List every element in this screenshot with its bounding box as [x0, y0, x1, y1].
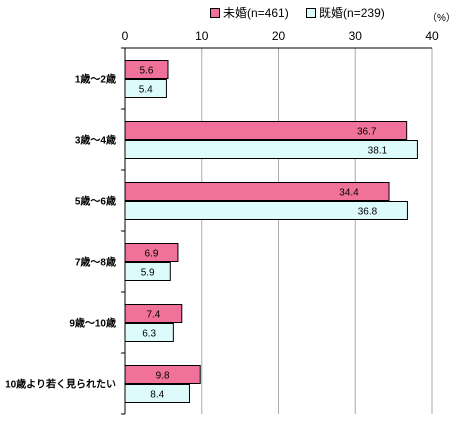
category-label: 5歳～6歳 [75, 195, 116, 208]
data-label: 7.4 [146, 310, 160, 321]
bar-married [124, 323, 174, 342]
bar-unmarried [124, 60, 169, 79]
x-tick-label: 30 [349, 29, 363, 43]
data-label: 6.3 [142, 329, 156, 340]
category-label: 3歳～4歳 [75, 134, 116, 147]
data-label: 6.9 [145, 249, 159, 260]
legend-item-married: 既婚(n=239) [306, 4, 385, 21]
bar-married [124, 262, 171, 281]
data-label: 9.8 [156, 371, 170, 382]
data-label: 38.1 [368, 146, 388, 157]
x-tick-label: 10 [195, 29, 209, 43]
bar-married [124, 79, 167, 98]
data-label: 36.7 [357, 127, 377, 138]
bar-married [124, 201, 408, 220]
x-tick-label: 20 [272, 29, 286, 43]
legend-label-unmarried: 未婚(n=461) [223, 6, 289, 20]
bar-unmarried [124, 365, 201, 384]
legend-item-unmarried: 未婚(n=461) [210, 4, 289, 21]
data-label: 36.8 [358, 207, 378, 218]
bar-unmarried [124, 121, 408, 140]
x-tick-label: 40 [425, 29, 439, 43]
legend-swatch-married [306, 7, 317, 18]
bar-unmarried [124, 304, 183, 323]
bar-married [124, 384, 190, 403]
bar-married [124, 140, 418, 159]
data-label: 5.9 [141, 268, 155, 279]
category-label: 10歳より若く見られたい [5, 378, 116, 391]
x-tick-label: 0 [122, 29, 129, 43]
legend-swatch-unmarried [210, 7, 220, 18]
legend: 未婚(n=461) 既婚(n=239) [210, 4, 399, 21]
category-label: 7歳～8歳 [75, 256, 116, 269]
data-label: 8.4 [150, 390, 164, 401]
data-label: 34.4 [339, 188, 359, 199]
category-label: 9歳～10歳 [69, 317, 116, 330]
unit-label: （%） [427, 13, 455, 24]
legend-label-married: 既婚(n=239) [319, 6, 385, 20]
category-label: 1歳～2歳 [75, 73, 116, 86]
data-label: 5.4 [139, 85, 153, 96]
data-label: 5.6 [140, 66, 154, 77]
bar-unmarried [124, 182, 390, 201]
bar-unmarried [124, 243, 179, 262]
